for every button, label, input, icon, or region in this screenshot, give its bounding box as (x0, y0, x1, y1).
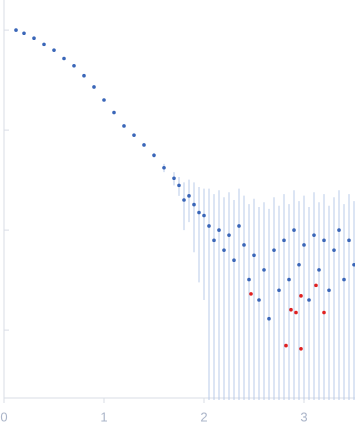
point (294, 310, 298, 315)
point (177, 183, 181, 188)
point (289, 307, 293, 312)
x-tick-label: 0 (0, 409, 7, 424)
point (172, 176, 176, 181)
point (82, 73, 86, 78)
point (142, 143, 146, 147)
point (272, 248, 276, 252)
point (327, 288, 331, 293)
point (182, 198, 186, 202)
point (352, 262, 355, 267)
point (322, 310, 326, 315)
point (122, 124, 126, 128)
point (22, 31, 26, 36)
point (287, 277, 291, 282)
x-tick-label: 2 (200, 409, 207, 424)
point (312, 233, 316, 237)
point (249, 292, 253, 296)
point (202, 213, 206, 218)
point (187, 194, 191, 198)
point (317, 268, 321, 272)
x-tick-label: 3 (300, 409, 307, 424)
point (62, 56, 66, 61)
point (307, 298, 311, 302)
point (314, 283, 318, 288)
point (292, 228, 296, 232)
point (247, 277, 251, 282)
point (342, 277, 346, 282)
point (267, 316, 271, 321)
point (14, 28, 18, 32)
point (242, 243, 246, 247)
point (192, 202, 196, 207)
point (52, 48, 56, 52)
point (112, 110, 116, 115)
point (284, 343, 288, 348)
point (262, 268, 266, 272)
point (207, 224, 211, 228)
point (337, 228, 341, 232)
point (297, 262, 301, 267)
point (162, 165, 166, 170)
point (152, 153, 156, 158)
point (257, 298, 261, 302)
point (217, 228, 221, 232)
point (132, 133, 136, 137)
point (299, 294, 303, 298)
point (347, 238, 351, 243)
point (237, 224, 241, 228)
point (227, 233, 231, 237)
point (92, 85, 96, 89)
point (282, 238, 286, 243)
point (222, 248, 226, 252)
point (332, 248, 336, 252)
point (277, 288, 281, 293)
point (322, 238, 326, 243)
point (212, 238, 216, 243)
point (102, 98, 106, 102)
point (232, 258, 236, 263)
point (197, 210, 201, 215)
point (32, 36, 36, 40)
point (42, 42, 46, 47)
point (252, 253, 256, 258)
point (302, 243, 306, 247)
point (299, 347, 303, 351)
point (72, 63, 76, 68)
x-tick-label: 1 (100, 409, 107, 424)
